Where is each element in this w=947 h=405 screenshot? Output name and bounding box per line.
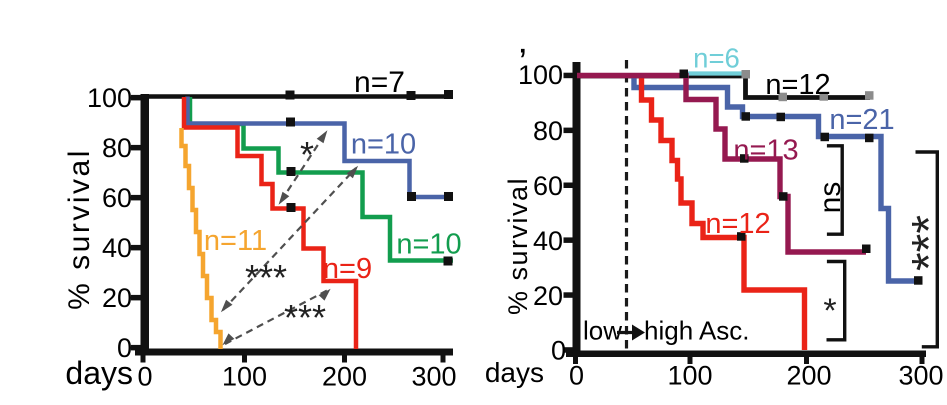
svg-text:n=21: n=21 [829, 104, 894, 136]
svg-text:low: low [583, 316, 622, 346]
svg-text:n=10: n=10 [396, 229, 461, 261]
svg-text:200: 200 [322, 362, 367, 392]
svg-text:high Asc.: high Asc. [644, 316, 750, 346]
svg-text:40: 40 [533, 226, 563, 256]
svg-text:40: 40 [102, 233, 132, 263]
svg-text:***: *** [903, 215, 947, 271]
svg-text:n=11: n=11 [204, 225, 267, 257]
svg-text:***: *** [284, 297, 326, 338]
svg-text:20: 20 [533, 281, 563, 311]
svg-text:60: 60 [533, 171, 563, 201]
svg-text:100: 100 [667, 361, 712, 391]
svg-text:*: * [300, 134, 314, 175]
svg-text:n=10: n=10 [351, 129, 416, 161]
svg-text:300: 300 [411, 362, 456, 392]
svg-text:’: ’ [519, 42, 527, 84]
svg-text:days: days [485, 357, 544, 388]
svg-text:60: 60 [102, 183, 132, 213]
svg-text:100: 100 [87, 83, 132, 113]
svg-text:n=12: n=12 [765, 69, 830, 101]
svg-text:0: 0 [569, 361, 584, 391]
svg-text:300: 300 [898, 361, 943, 391]
svg-text:days: days [65, 355, 133, 391]
svg-text:ns: ns [814, 182, 847, 214]
svg-text:80: 80 [533, 116, 563, 146]
svg-text:% survival: % survival [63, 148, 96, 310]
svg-text:n=9: n=9 [323, 253, 372, 285]
svg-text:20: 20 [102, 283, 132, 313]
svg-text:200: 200 [786, 361, 831, 391]
svg-text:n=6: n=6 [693, 43, 740, 74]
svg-text:100: 100 [222, 362, 267, 392]
svg-text:n=13: n=13 [733, 135, 798, 167]
svg-text:0: 0 [117, 333, 132, 363]
svg-text:n=12: n=12 [705, 208, 770, 240]
svg-text:***: *** [245, 257, 287, 298]
svg-text:n=7: n=7 [354, 66, 405, 99]
svg-text:0: 0 [551, 336, 566, 366]
svg-text:80: 80 [102, 133, 132, 163]
svg-text:*: * [823, 292, 836, 330]
svg-text:% survival: % survival [503, 177, 533, 315]
svg-text:0: 0 [137, 362, 152, 392]
svg-text:100: 100 [518, 60, 563, 90]
